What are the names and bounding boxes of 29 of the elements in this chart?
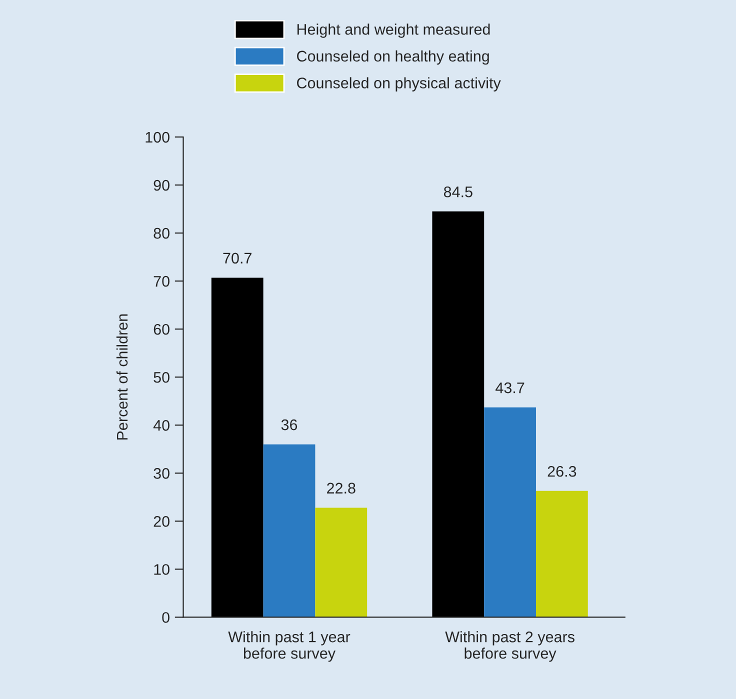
legend-label: Counseled on physical activity [297, 77, 501, 92]
y-tick-label: 60 [154, 324, 170, 335]
y-axis-title: Percent of children [116, 314, 128, 440]
data-label: 22.8 [327, 482, 356, 494]
bar [315, 508, 368, 618]
x-tick-label: Within past 2 years before survey [445, 631, 574, 662]
bar [536, 490, 588, 618]
data-label: 43.7 [496, 382, 524, 394]
y-tick-label: 40 [153, 420, 170, 431]
data-label: 26.3 [548, 466, 576, 477]
y-tick-label: 70 [154, 276, 170, 287]
bar [211, 278, 264, 618]
y-tick-label: 50 [154, 372, 170, 383]
bar [432, 211, 484, 618]
y-tick-label: 20 [154, 516, 170, 527]
y-tick-label: 10 [154, 564, 170, 575]
data-label: 36 [281, 419, 298, 430]
bar [263, 444, 316, 618]
y-tick-label: 0 [162, 612, 170, 623]
x-tick-label: Within past 1 year before survey [228, 631, 350, 662]
y-tick-label: 80 [154, 228, 170, 239]
y-tick-label: 30 [154, 468, 170, 479]
legend-label: Height and weight measured [297, 24, 490, 38]
bar [484, 407, 536, 618]
data-label: 84.5 [444, 186, 472, 198]
data-label: 70.7 [223, 252, 252, 264]
y-tick-label: 90 [154, 180, 170, 191]
legend-label: Counseled on healthy eating [297, 50, 489, 65]
y-tick-label: 100 [146, 132, 170, 143]
